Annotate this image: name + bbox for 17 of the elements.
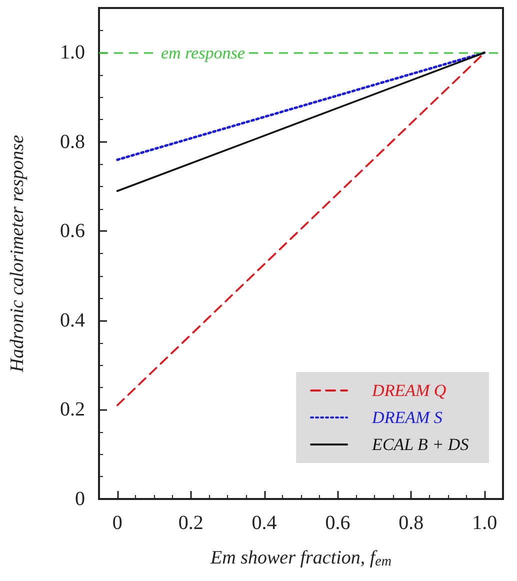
- legend-label: ECAL B + DS: [371, 435, 470, 454]
- y-tick-label: 1.0: [60, 42, 85, 64]
- x-tick-label: 0.6: [325, 512, 350, 534]
- x-tick-label: 0: [112, 512, 122, 534]
- y-tick-label: 0.6: [60, 220, 85, 242]
- legend-label: DREAM Q: [371, 381, 446, 400]
- y-tick-label: 0.4: [60, 309, 85, 332]
- y-tick-label: 0.8: [60, 130, 85, 153]
- x-tick-label: 0.2: [178, 512, 204, 534]
- y-tick-label: 0.2: [60, 398, 85, 421]
- x-tick-label: 1.0: [472, 512, 498, 534]
- legend-label: DREAM S: [371, 408, 443, 427]
- y-axis-title: Hadronic calorimeter response: [7, 134, 28, 374]
- y-tick-label: 0: [75, 488, 85, 510]
- x-tick-label: 0.8: [398, 512, 424, 534]
- x-tick-label: 0.4: [252, 512, 277, 534]
- ref-line-label: em response: [161, 44, 246, 63]
